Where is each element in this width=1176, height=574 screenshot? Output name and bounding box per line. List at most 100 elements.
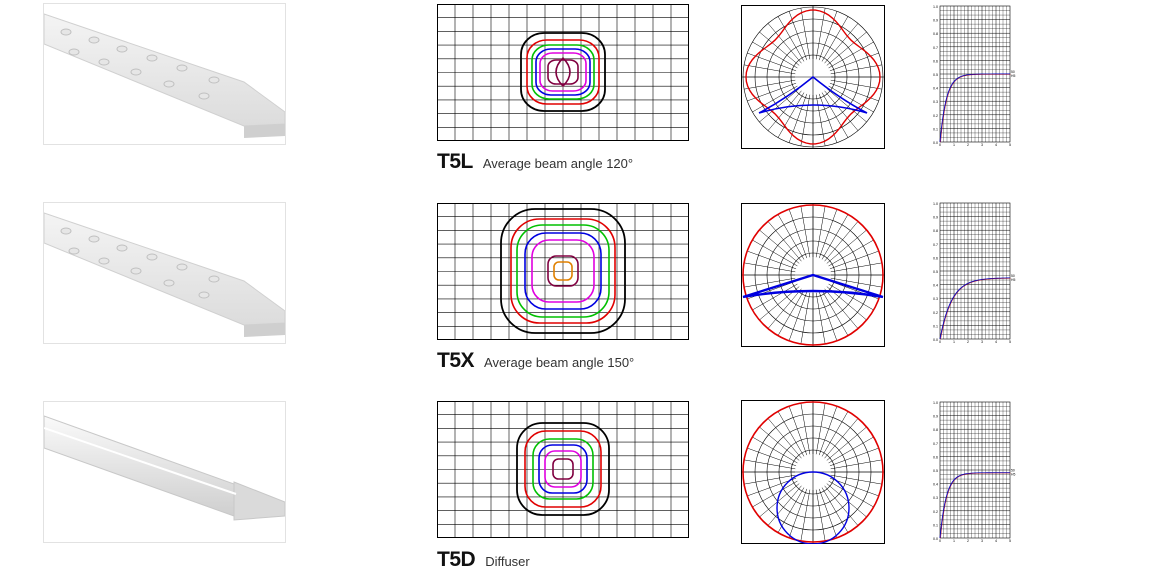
curve-y-tick: 0.9 [933, 415, 938, 419]
isolux-contour [520, 32, 606, 112]
isolux-contour [531, 239, 595, 303]
curve-y-tick: 0.6 [933, 256, 938, 260]
isolux-contour [538, 444, 588, 494]
isolux-contour [500, 208, 626, 334]
curve-line [939, 277, 1011, 340]
curve-y-tick: 0.8 [933, 32, 938, 36]
isolux-chart-t5l [437, 4, 689, 146]
curve-end-label: H5 [1011, 473, 1015, 477]
curve-x-tick: 4 [995, 143, 997, 146]
curve-x-tick: 1 [953, 143, 955, 146]
curve-x-tick: 5 [1009, 340, 1011, 343]
curve-line [940, 472, 1011, 539]
curve-y-tick: 0.9 [933, 216, 938, 220]
curve-y-tick: 0.1 [933, 324, 938, 328]
curve-line [940, 278, 1011, 340]
curve-y-tick: 0.2 [933, 114, 938, 118]
polar-curve-c90 [742, 273, 884, 299]
isolux-contour [516, 224, 610, 318]
isolux-contour [539, 52, 587, 92]
curve-y-tick: 0.3 [933, 297, 938, 301]
product-photo-t5x [43, 202, 286, 344]
curve-x-tick: 5 [1009, 539, 1011, 542]
curve-x-tick: 4 [995, 539, 997, 542]
curve-y-tick: 0.2 [933, 510, 938, 514]
isolux-contour [552, 458, 574, 480]
curve-line [940, 74, 1011, 143]
optic-code: T5D [437, 548, 476, 571]
curve-y-tick: 0.0 [933, 338, 938, 342]
curve-y-tick: 0.3 [933, 100, 938, 104]
curve-y-tick: 0.4 [933, 483, 938, 487]
curve-y-tick: 0.8 [933, 428, 938, 432]
optic-row-t5x: 1.0 0.9 0.8 0.7 0.6 0.5 0.4 0.3 0.2 0.1 0.0 0 1 2 3 4 5 5… [0, 0, 1176, 372]
curve-y-tick: 0.7 [933, 442, 938, 446]
curve-grid: 1.0 0.9 0.8 0.7 0.6 0.5 0.4 0.3 0.2 0.1 0.0 0 1 2 3 4 5 5… [933, 401, 1015, 543]
curve-y-tick: 0.5 [933, 270, 938, 274]
curve-x-tick: 3 [981, 340, 983, 343]
optic-description: Average beam angle 150° [484, 355, 635, 370]
isolux-chart-t5x [437, 203, 689, 345]
polar-chart-t5l [741, 5, 885, 154]
curve-end-label: 50 [1011, 274, 1015, 278]
curve-x-tick: 2 [967, 539, 969, 542]
polar-curve-c0 [745, 9, 881, 145]
curve-y-tick: 0.8 [933, 229, 938, 233]
curve-y-tick: 0.2 [933, 311, 938, 315]
curve-y-tick: 0.7 [933, 243, 938, 247]
curve-y-tick: 1.0 [933, 401, 938, 405]
product-photo-t5l [43, 3, 286, 145]
curve-y-tick: 0.5 [933, 469, 938, 473]
isolux-contour [524, 232, 602, 310]
caption-t5d: T5D Diffuser [437, 548, 530, 572]
curve-y-tick: 0.4 [933, 87, 938, 91]
curve-y-tick: 0.9 [933, 19, 938, 23]
curve-y-tick: 0.6 [933, 455, 938, 459]
curve-x-tick: 3 [981, 539, 983, 542]
curve-y-tick: 0.0 [933, 537, 938, 541]
polar-grid [741, 203, 885, 347]
curve-grid: 1.0 0.9 0.8 0.7 0.6 0.5 0.4 0.3 0.2 0.1 0.0 0 1 2 3 4 5 5… [933, 202, 1015, 344]
curve-end-label: 50 [1011, 70, 1015, 74]
optic-description: Diffuser [485, 554, 530, 569]
isolux-contour [510, 218, 616, 324]
isolux-contour [553, 261, 573, 281]
isolux-contour [547, 59, 579, 85]
isolux-contour [524, 430, 602, 508]
curve-y-tick: 0.4 [933, 284, 938, 288]
isolux-grid [437, 203, 689, 340]
curve-y-tick: 0.5 [933, 73, 938, 77]
optic-row-t5l: 1.0 0.9 0.8 0.7 0.6 0.5 0.4 0.3 0.2 0.1 0.0 0 1 2 3 4 5 5… [0, 0, 1176, 190]
curve-x-tick: 3 [981, 143, 983, 146]
curve-y-tick: 0.3 [933, 496, 938, 500]
isolux-grid [437, 401, 689, 538]
product-photo-t5d [43, 401, 286, 543]
curve-end-label: H5 [1011, 278, 1015, 282]
isolux-contour [555, 57, 571, 88]
curve-line [939, 73, 1010, 143]
curve-x-tick: 2 [967, 340, 969, 343]
isolux-contour [532, 438, 594, 500]
isolux-contour [535, 48, 591, 96]
curve-y-tick: 1.0 [933, 202, 938, 206]
isolux-contour [526, 39, 600, 105]
curve-chart-t5x: 1.0 0.9 0.8 0.7 0.6 0.5 0.4 0.3 0.2 0.1 0.0 0 1 2 3 4 5 5… [928, 201, 1020, 348]
isolux-contour [516, 422, 610, 516]
curve-x-tick: 0 [939, 143, 941, 146]
curve-x-tick: 0 [939, 539, 941, 542]
curve-end-label: 50 [1011, 469, 1015, 473]
isolux-chart-t5d [437, 401, 689, 543]
polar-grid [741, 5, 885, 149]
curve-x-tick: 4 [995, 340, 997, 343]
caption-t5x: T5X Average beam angle 150° [437, 349, 634, 373]
curve-x-tick: 1 [953, 539, 955, 542]
curve-y-tick: 0.6 [933, 59, 938, 63]
curve-chart-t5d: 1.0 0.9 0.8 0.7 0.6 0.5 0.4 0.3 0.2 0.1 0.0 0 1 2 3 4 5 5… [928, 400, 1020, 547]
curve-line [939, 472, 1010, 539]
isolux-grid [437, 4, 689, 141]
isolux-contour [531, 44, 595, 100]
polar-curve-c90 [758, 75, 868, 114]
curve-x-tick: 0 [939, 340, 941, 343]
curve-chart-t5l: 1.0 0.9 0.8 0.7 0.6 0.5 0.4 0.3 0.2 0.1 0.0 0 1 2 3 4 5 5… [928, 4, 1020, 151]
curve-y-tick: 1.0 [933, 5, 938, 9]
